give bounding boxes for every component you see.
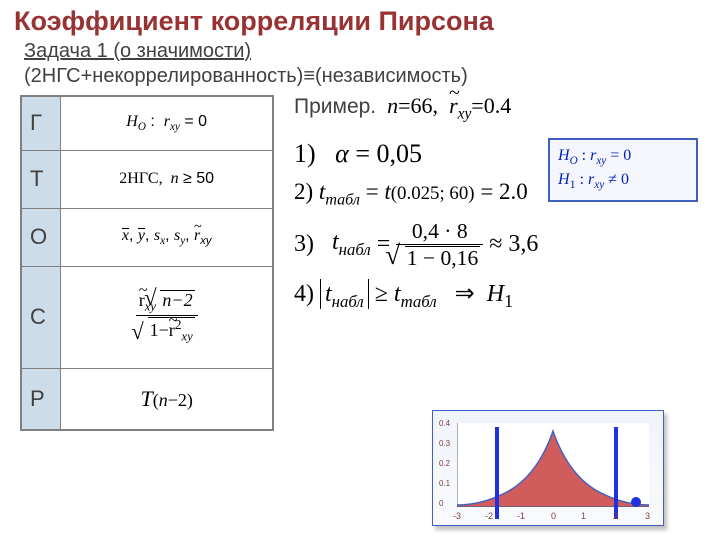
row-label: Г [21,96,61,150]
row-formula: T(n−2) [61,368,273,430]
task-equiv: (2НГС+некоррелированность)≡(независимост… [24,65,468,87]
page-title: Коэффициент корреляции Пирсона [0,0,720,39]
row-label: Т [21,150,61,208]
ytick: 0.2 [439,459,450,468]
tnabl-line: 3) tнабл = 0,4 · 8 1 − 0,16 ≈ 3,6 [294,220,706,269]
row-formula: rxy n−2 1−r2xy [61,266,273,368]
hypotheses-box: HO : rxy = 0 H1 : rxy ≠ 0 [548,138,698,202]
row-label: С [21,266,61,368]
density-plot: -3 -2 -1 0 1 2 3 0 0.1 0.2 0.3 0.4 [432,410,664,526]
bell-fill [457,431,649,507]
row-formula: HO : rxy = 0 [61,96,273,150]
row-formula: 2НГС, n ≥ 50 [61,150,273,208]
table-row: Т 2НГС, n ≥ 50 [21,150,273,208]
ytick: 0 [439,499,443,508]
example-line: Пример. n=66, rxy=0.4 [294,93,706,123]
table-row: Г HO : rxy = 0 [21,96,273,150]
h0: HO : rxy = 0 [558,145,688,169]
xtick: -2 [485,511,493,521]
xtick: 2 [613,511,618,521]
ytick: 0.3 [439,439,450,448]
h1: H1 : rxy ≠ 0 [558,169,688,193]
critical-line-left [495,427,499,519]
xtick: 1 [581,511,586,521]
xtick: 0 [551,511,556,521]
ytick: 0.1 [439,479,450,488]
row-label: О [21,208,61,266]
conclusion-line: 4) tнабл ≥ tтабл ⇒ H1 [294,279,706,312]
steps-table: Г HO : rxy = 0 Т 2НГС, n ≥ 50 О x, y, sx… [20,95,274,431]
table-row: Р T(n−2) [21,368,273,430]
task-name: Задача 1 (о значимости) [24,40,251,62]
xtick: -1 [517,511,525,521]
row-label: Р [21,368,61,430]
table-row: О x, y, sx, sy, rxy [21,208,273,266]
given-values: n=66, rxy=0.4 [387,93,511,118]
ytick: 0.4 [439,419,450,428]
critical-line-right [614,427,618,519]
xtick: -3 [453,511,461,521]
bell-curve-icon [457,423,649,507]
xtick: 3 [645,511,650,521]
example-label: Пример. [294,95,376,118]
row-formula: x, y, sx, sy, rxy [61,208,273,266]
subtitle: Задача 1 (о значимости) (2НГС+некоррелир… [0,39,720,89]
observed-point [631,497,641,507]
table-row: С rxy n−2 1−r2xy [21,266,273,368]
